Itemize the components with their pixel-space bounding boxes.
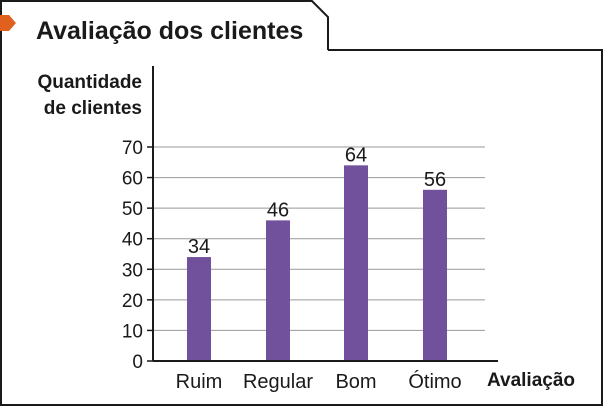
bars (187, 165, 447, 361)
x-axis-title: Avaliação (487, 370, 575, 391)
y-ticks: 0 10 20 30 40 50 60 70 (122, 138, 153, 373)
bar-value-label: 56 (424, 169, 446, 191)
y-axis-title-line2: de clientes (44, 98, 142, 119)
y-tick-label: 70 (122, 138, 143, 159)
bar (187, 257, 211, 361)
x-tick-label: Ótimo (408, 370, 461, 393)
y-tick-label: 60 (122, 169, 143, 190)
x-ticks: Ruim Regular Bom Ótimo (176, 370, 462, 393)
bar-value-label: 46 (267, 199, 289, 221)
data-labels: 34 46 64 56 (188, 144, 446, 258)
y-tick-label: 10 (122, 321, 143, 342)
bar (344, 165, 368, 361)
y-tick-label: 20 (122, 291, 143, 312)
y-tick-label: 0 (132, 352, 143, 373)
chart-title: Avaliação dos clientes (36, 17, 303, 45)
x-tick-label: Bom (335, 371, 376, 393)
y-tick-label: 50 (122, 199, 143, 220)
x-tick-label: Ruim (176, 371, 223, 393)
bar-value-label: 34 (188, 236, 210, 258)
y-tick-label: 40 (122, 230, 143, 251)
y-tick-label: 30 (122, 260, 143, 281)
x-tick-label: Regular (243, 371, 313, 393)
bar (423, 189, 447, 361)
bar-value-label: 64 (345, 144, 367, 166)
title-accent-marker (0, 15, 16, 31)
y-axis-title-line1: Quantidade (37, 72, 142, 93)
chart-frame (0, 49, 603, 406)
bar (266, 220, 290, 361)
